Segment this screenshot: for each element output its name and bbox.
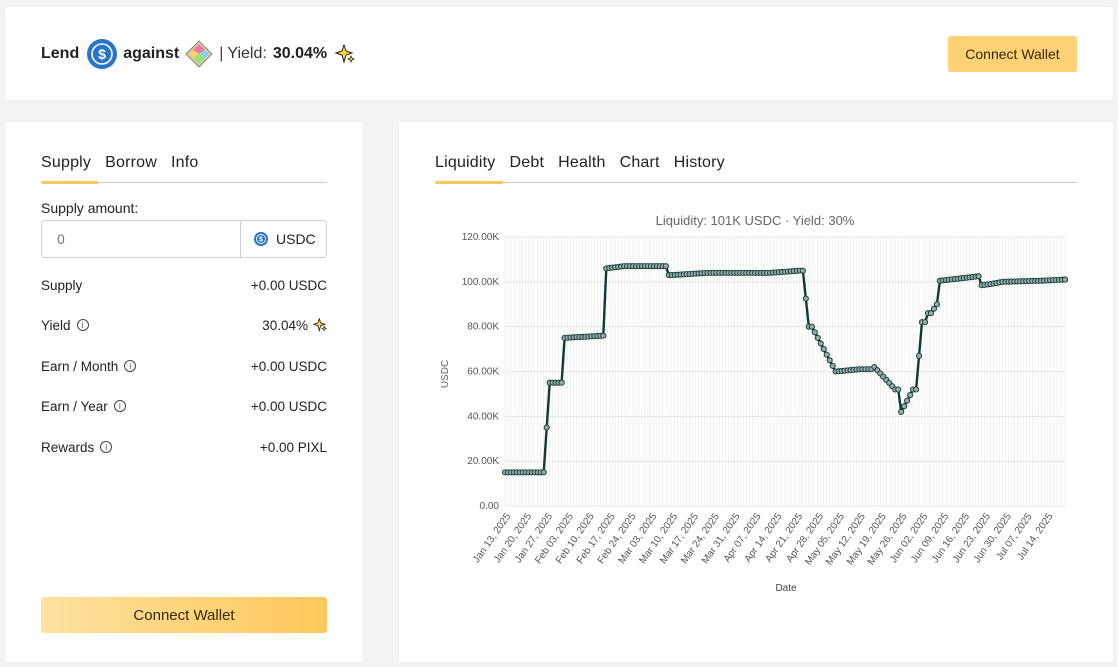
info-icon[interactable]: i [100, 441, 113, 453]
data-point [915, 352, 923, 359]
connect-wallet-button[interactable]: Connect Wallet [948, 36, 1077, 72]
header-title: Lend $ against | Yield: 30.04% [41, 39, 355, 69]
rewards-value: +0.00 PIXL [259, 439, 327, 455]
data-point [930, 305, 937, 312]
rewards-label-wrap: Rewards i [41, 439, 113, 455]
yield-label: Yield: [227, 45, 267, 62]
tab-chart[interactable]: Chart [619, 154, 660, 171]
yield-row-value: 30.04% [262, 317, 308, 333]
earn-month-row: Earn / Month i +0.00 USDC [41, 356, 327, 376]
tab-borrow[interactable]: Borrow [105, 154, 158, 171]
earn-month-value: +0.00 USDC [250, 358, 327, 374]
supply-panel: Supply Borrow Info Supply amount: $ USDC… [5, 122, 363, 662]
supply-amount-field: $ USDC [41, 220, 327, 258]
data-point [817, 340, 824, 347]
info-icon[interactable]: i [124, 360, 137, 372]
rewards-label: Rewards [41, 439, 95, 455]
info-icon[interactable]: i [113, 400, 126, 412]
supply-amount-input[interactable] [42, 221, 240, 257]
liquidity-chart: Liquidity: 101K USDC · Yield: 30% 0.00 20… [440, 213, 1069, 594]
yield-row-label-wrap: Yield i [41, 318, 89, 333]
connect-wallet-button[interactable]: Connect Wallet [41, 597, 327, 633]
yield-row: Yield i 30.04% [41, 315, 327, 335]
x-axis-label: Date [775, 583, 797, 594]
data-point [933, 301, 940, 308]
supply-row: Supply +0.00 USDC [41, 275, 327, 295]
supply-row-value: +0.00 USDC [250, 277, 327, 293]
y-tick-label: 60.00K [467, 367, 499, 378]
data-point [558, 379, 565, 386]
tab-info[interactable]: Info [171, 154, 199, 171]
pixl-token-icon [185, 40, 213, 68]
data-point [927, 310, 935, 317]
rewards-row: Rewards i +0.00 PIXL [41, 437, 327, 457]
data-point [823, 351, 830, 358]
data-point [921, 319, 929, 326]
chart-tabs: Liquidity Debt Health Chart History [435, 154, 1077, 184]
data-point [600, 332, 607, 339]
svg-text:$: $ [259, 237, 263, 244]
header-bar: Lend $ against | Yield: 30.04% [5, 7, 1113, 100]
data-point [898, 408, 905, 415]
sparkle-icon [334, 43, 355, 64]
chart-panel: Liquidity Debt Health Chart History Liqu… [399, 122, 1113, 662]
yield-value: 30.04% [272, 45, 328, 62]
supply-amount-label: Supply amount: [41, 200, 139, 216]
y-tick-label: 20.00K [467, 456, 499, 467]
earn-year-value: +0.00 USDC [250, 398, 327, 414]
data-point [904, 397, 911, 404]
y-tick-label: 120.00K [462, 232, 500, 243]
tab-history[interactable]: History [673, 154, 725, 171]
data-point [1061, 276, 1069, 283]
usdc-icon: $ [87, 39, 118, 69]
data-point [811, 329, 818, 336]
earn-year-label: Earn / Year [41, 398, 108, 414]
lend-text: Lend [41, 45, 80, 62]
data-point [826, 357, 833, 364]
tab-health[interactable]: Health [558, 154, 606, 171]
y-tick-label: 100.00K [462, 277, 500, 288]
supply-tabs: Supply Borrow Info [41, 154, 327, 184]
svg-text:$: $ [98, 46, 106, 62]
y-axis-label: USDC [440, 360, 451, 388]
y-tick-label: 80.00K [467, 322, 499, 333]
chart-title: Liquidity: 101K USDC · Yield: 30% [656, 213, 855, 228]
tab-supply[interactable]: Supply [41, 154, 99, 184]
data-point [975, 273, 982, 280]
data-point [901, 403, 908, 410]
info-icon[interactable]: i [76, 319, 89, 331]
sparkle-icon [313, 318, 327, 332]
data-point [808, 323, 815, 330]
data-point [907, 391, 914, 399]
supply-row-label: Supply [41, 277, 83, 293]
data-point [820, 346, 827, 353]
supply-unit-label: USDC [276, 231, 316, 247]
data-point [913, 386, 920, 393]
data-point [814, 334, 821, 341]
against-text: against [123, 45, 180, 62]
earn-month-label: Earn / Month [41, 358, 119, 374]
data-point [540, 469, 547, 476]
yield-row-label: Yield [41, 317, 71, 333]
data-point [662, 263, 669, 270]
earn-year-row: Earn / Year i +0.00 USDC [41, 396, 327, 416]
y-tick-label: 0.00 [480, 501, 500, 512]
data-point [799, 267, 806, 274]
earn-month-label-wrap: Earn / Month i [41, 358, 137, 374]
yield-row-value-wrap: 30.04% [262, 318, 327, 333]
data-point [829, 362, 836, 369]
tab-debt[interactable]: Debt [509, 154, 545, 171]
usdc-icon: $ [254, 232, 268, 246]
separator: | [219, 45, 224, 62]
supply-unit: $ USDC [240, 221, 326, 257]
data-point [802, 295, 809, 302]
earn-year-label-wrap: Earn / Year i [41, 399, 126, 414]
y-tick-label: 40.00K [467, 411, 499, 422]
data-point [543, 424, 550, 431]
data-point [895, 386, 902, 393]
tab-liquidity[interactable]: Liquidity [435, 154, 503, 184]
